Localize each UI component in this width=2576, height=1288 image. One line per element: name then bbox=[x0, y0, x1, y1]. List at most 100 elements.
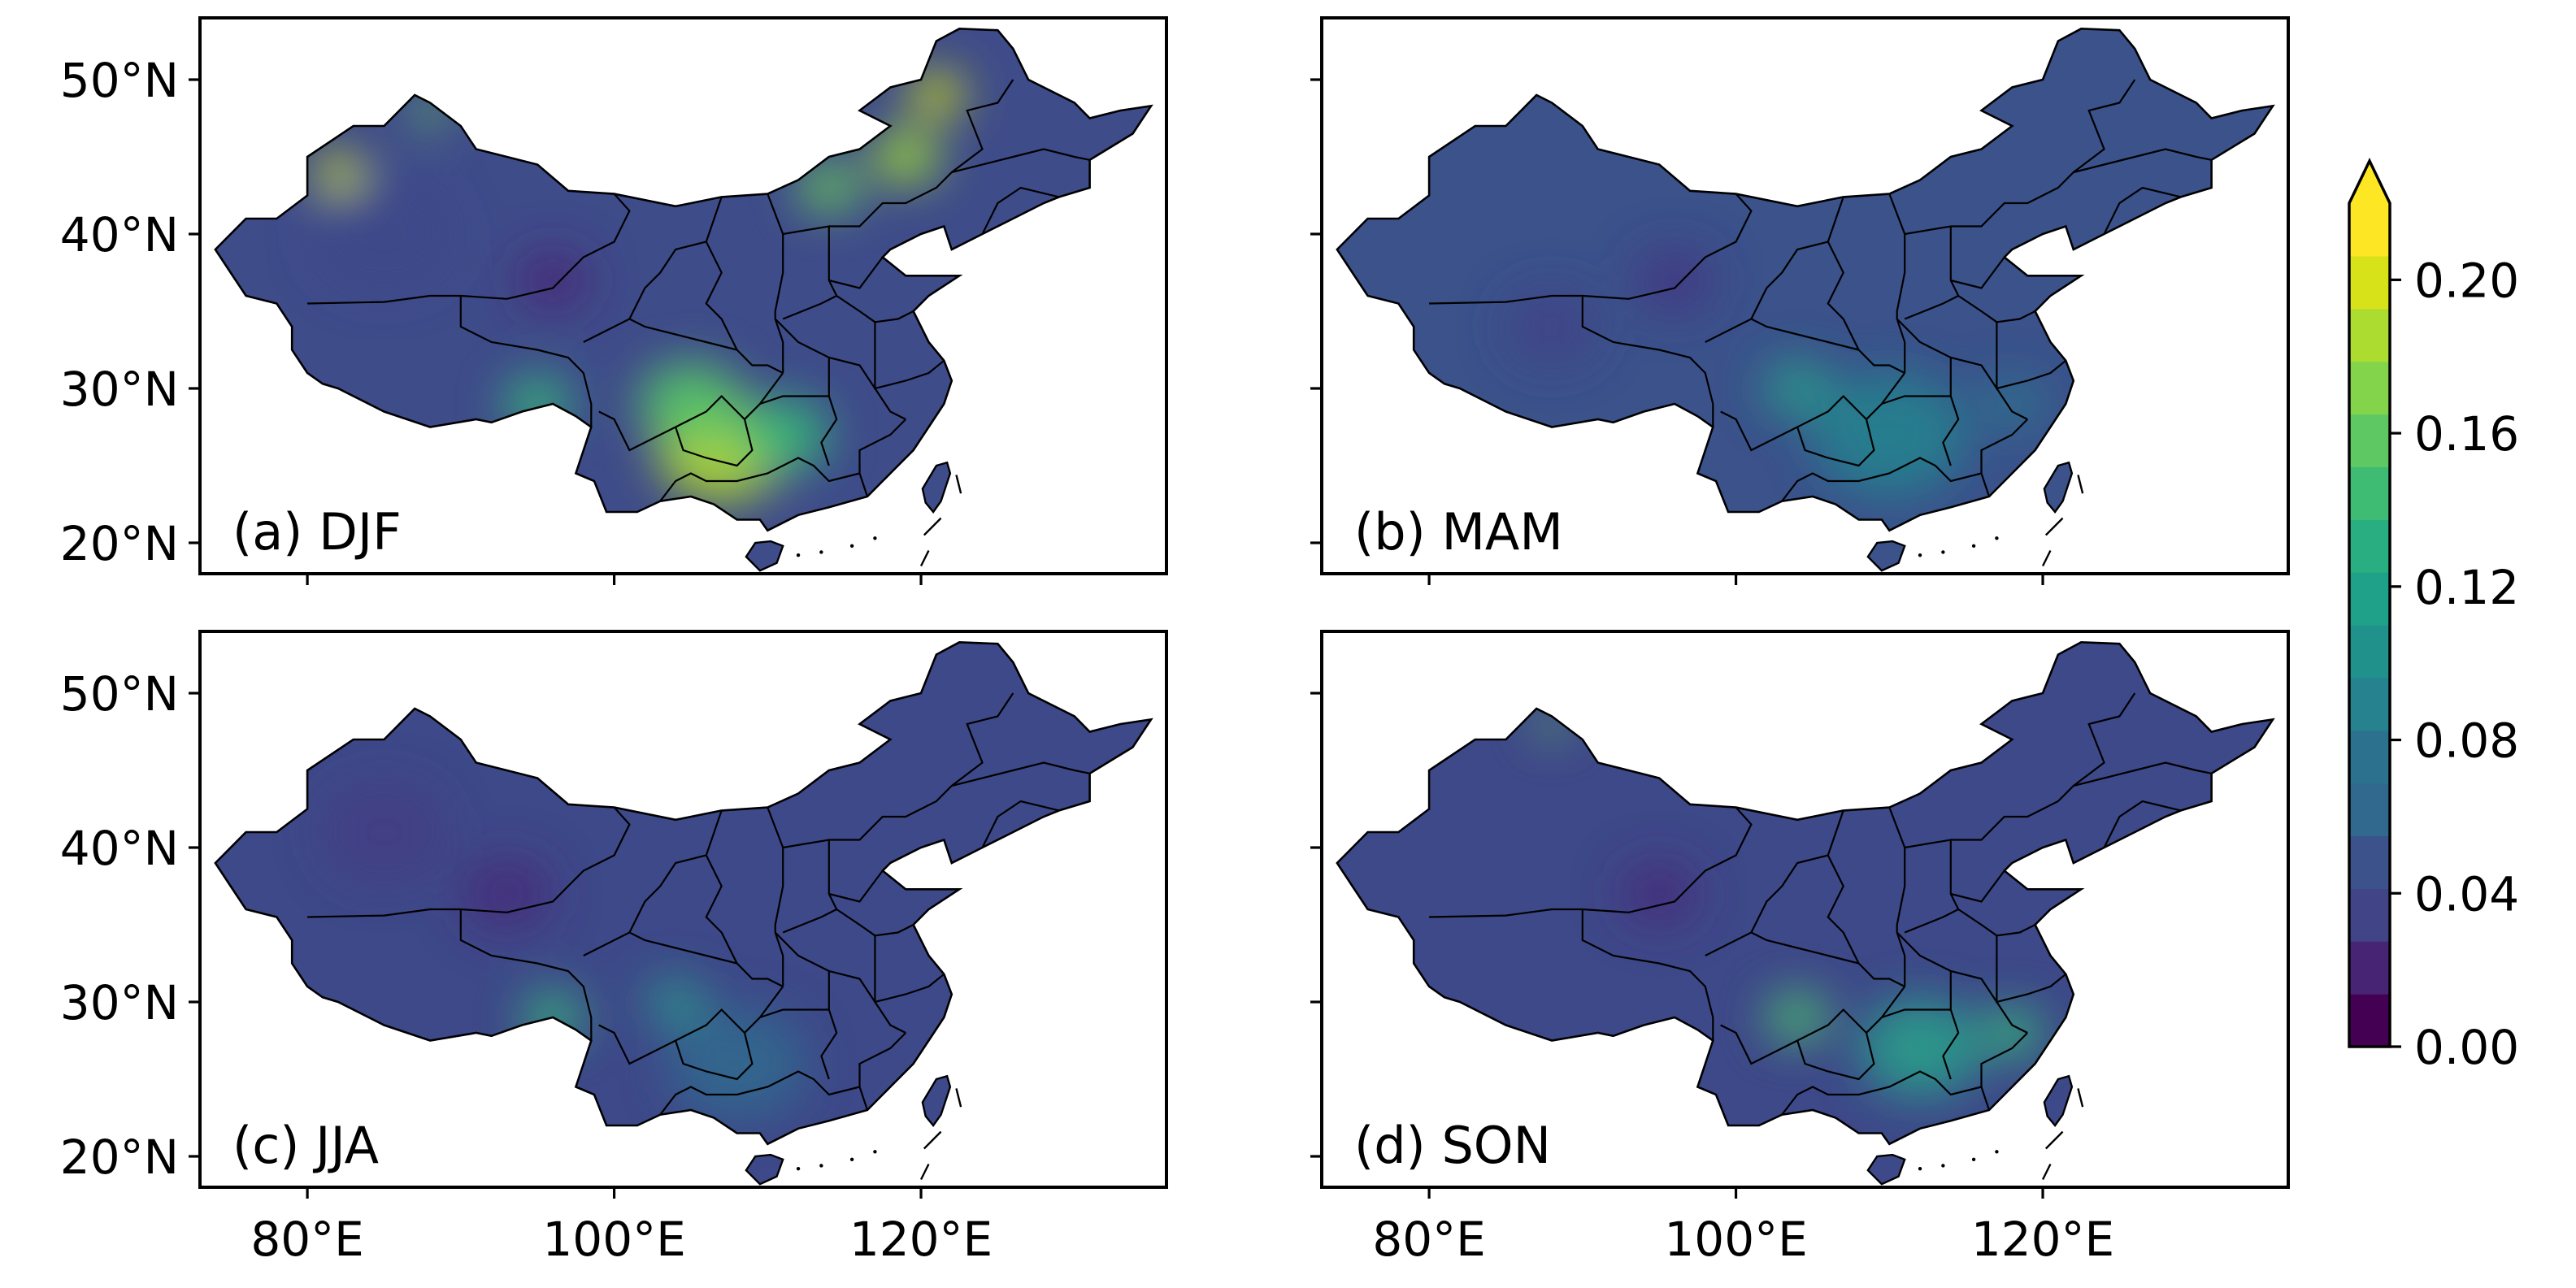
province-boundary bbox=[981, 186, 1060, 235]
province-boundary bbox=[1881, 1008, 1951, 1019]
lon-tick-label: 100°E bbox=[1664, 1212, 1807, 1267]
province-boundary bbox=[1581, 296, 1714, 427]
colorbar-segment bbox=[2349, 677, 2390, 731]
colorbar-segment bbox=[2349, 730, 2390, 784]
province-boundary bbox=[1896, 318, 2028, 420]
value-patch bbox=[503, 376, 571, 432]
province-boundary bbox=[1950, 79, 2136, 228]
province-boundary bbox=[1750, 810, 1844, 933]
small-island bbox=[849, 1157, 854, 1162]
value-patch bbox=[1763, 361, 1831, 416]
country-boundary bbox=[214, 27, 1153, 532]
province-boundary bbox=[307, 806, 631, 918]
small-island bbox=[1918, 1167, 1922, 1171]
province-boundary bbox=[1827, 241, 1860, 350]
province-boundary bbox=[659, 1070, 860, 1116]
province-boundary bbox=[1781, 457, 1982, 502]
province-boundary bbox=[1904, 839, 1960, 934]
small-island bbox=[873, 536, 877, 540]
province-boundary bbox=[1950, 256, 2005, 289]
small-island bbox=[1918, 553, 1922, 557]
value-patch bbox=[1505, 289, 1598, 364]
small-island bbox=[1941, 550, 1945, 554]
colorbar-segment bbox=[2349, 203, 2390, 257]
province-boundary bbox=[774, 931, 906, 1034]
taiwan-island bbox=[2043, 1074, 2074, 1127]
nine-dash-line bbox=[919, 1163, 930, 1181]
province-boundary bbox=[583, 931, 784, 987]
lon-tick-label: 100°E bbox=[542, 1212, 685, 1267]
value-patch bbox=[1619, 861, 1700, 926]
province-boundary bbox=[874, 322, 945, 390]
data-field bbox=[1336, 28, 2274, 571]
colorbar-extend-arrow bbox=[2349, 161, 2390, 203]
value-patch bbox=[1858, 999, 1982, 1098]
province-boundary bbox=[705, 855, 738, 964]
nine-dash-line bbox=[2077, 475, 2084, 494]
value-patch bbox=[315, 179, 454, 289]
province-boundary bbox=[874, 935, 945, 1004]
province-boundary bbox=[1705, 318, 1905, 374]
nine-dash-line bbox=[955, 475, 962, 494]
province-boundary bbox=[759, 395, 829, 405]
country-boundary bbox=[1336, 640, 2275, 1146]
small-island bbox=[819, 1164, 823, 1168]
lon-tick-label: 80°E bbox=[1372, 1212, 1485, 1267]
province-boundary bbox=[583, 318, 784, 374]
map-panel-3: (c) JJA 20°N 30°N 40°N 50°N 80°E 100°E 120°E bbox=[60, 630, 1168, 1267]
data-field bbox=[215, 28, 1152, 571]
province-boundary bbox=[628, 810, 723, 933]
province-boundary bbox=[459, 296, 593, 427]
province-boundary bbox=[1996, 322, 2066, 390]
value-patch bbox=[322, 783, 445, 882]
small-island bbox=[1995, 1150, 1999, 1154]
colorbar-tick-label: 0.04 bbox=[2414, 866, 2519, 922]
colorbar-segment bbox=[2349, 625, 2390, 679]
nine-dash-line bbox=[2041, 549, 2052, 567]
province-boundary bbox=[1781, 1070, 1982, 1116]
colorbar-tick-label: 0.16 bbox=[2414, 406, 2519, 462]
lon-tick-label: 80°E bbox=[250, 1212, 363, 1267]
taiwan-island bbox=[921, 1074, 952, 1127]
value-patch bbox=[908, 72, 964, 118]
taiwan-island bbox=[921, 461, 952, 514]
nine-dash-line bbox=[923, 1130, 942, 1150]
hainan-island bbox=[745, 540, 784, 572]
panel-label: (d) SON bbox=[1354, 1116, 1551, 1175]
province-boundary bbox=[1942, 358, 1960, 466]
value-patch bbox=[515, 250, 590, 310]
province-boundary bbox=[307, 193, 631, 305]
province-boundary bbox=[1904, 225, 1960, 320]
colorbar-segment bbox=[2349, 783, 2390, 837]
province-boundary bbox=[1881, 395, 1951, 405]
small-island bbox=[849, 544, 854, 548]
province-boundary bbox=[674, 986, 784, 1081]
colorbar-segment bbox=[2349, 888, 2390, 942]
province-boundary bbox=[674, 372, 784, 467]
province-boundary bbox=[858, 418, 906, 497]
colorbar-tick-label: 0.20 bbox=[2414, 253, 2519, 308]
small-island bbox=[796, 553, 801, 557]
province-boundary bbox=[2103, 800, 2182, 848]
small-island bbox=[1941, 1164, 1945, 1168]
value-patch bbox=[1978, 376, 2046, 432]
province-boundary bbox=[1980, 418, 2028, 497]
province-boundary bbox=[2073, 148, 2212, 174]
province-boundary bbox=[1429, 806, 1753, 918]
panel-label: (b) MAM bbox=[1354, 502, 1563, 562]
hainan-island bbox=[745, 1153, 784, 1186]
province-boundary bbox=[659, 457, 860, 502]
province-boundary bbox=[820, 358, 838, 466]
value-patch bbox=[411, 95, 449, 126]
small-island bbox=[1995, 536, 1999, 540]
field-background bbox=[1336, 28, 2274, 571]
colorbar-tick-label: 0.00 bbox=[2414, 1020, 2519, 1075]
nine-dash-line bbox=[923, 517, 942, 536]
lat-tick-label: 20°N bbox=[60, 516, 179, 571]
province-boundary bbox=[1750, 197, 1844, 319]
map-panel-4: (d) SON 80°E 100°E 120°E bbox=[1310, 630, 2290, 1267]
province-boundary bbox=[1980, 1032, 2028, 1111]
field-background bbox=[215, 642, 1152, 1185]
colorbar-segment bbox=[2349, 994, 2390, 1047]
